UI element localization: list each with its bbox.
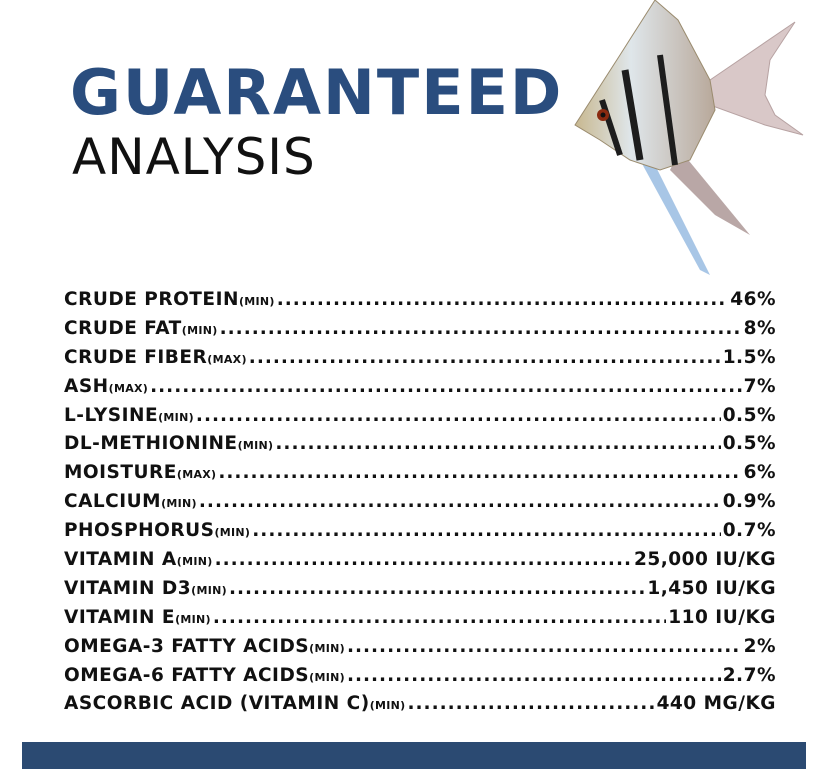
nutrient-name: CRUDE FIBER [64,346,208,368]
dot-leader [275,433,720,454]
dot-leader [199,491,721,512]
nutrient-qualifier: (MIN) [176,555,213,569]
nutrient-value: 0.5% [722,433,776,455]
analysis-row: MOISTURE(MAX) 6% [64,462,776,491]
analysis-row: L-LYSINE(MIN) 0.5% [64,405,776,434]
nutrient-value: 0.9% [722,491,776,513]
dot-leader [408,693,655,714]
title-analysis: ANALYSIS [72,128,316,186]
dot-leader [347,636,742,657]
dot-leader [150,376,741,397]
dot-leader [220,318,742,339]
analysis-row: VITAMIN E(MIN) 110 IU/KG [64,607,776,636]
dot-leader [218,462,741,483]
nutrient-name: CALCIUM [64,491,162,513]
analysis-row: ASH(MAX) 7% [64,376,776,405]
nutrient-qualifier: (MAX) [207,352,247,366]
analysis-row: VITAMIN A(MIN) 25,000 IU/KG [64,549,776,578]
footer-bar [22,742,806,769]
dot-leader [249,347,721,368]
nutrient-value: 7% [743,375,776,397]
nutrient-name: CRUDE FAT [64,317,182,339]
dot-leader [213,607,666,628]
nutrient-name: MOISTURE [64,462,177,484]
nutrient-value: 6% [743,462,776,484]
nutrient-qualifier: (MIN) [369,699,406,713]
nutrient-name: VITAMIN A [64,549,177,571]
nutrient-name: PHOSPHORUS [64,520,215,542]
nutrient-qualifier: (MIN) [191,583,227,597]
nutrient-value: 25,000 IU/KG [633,549,776,571]
title-guaranteed: GUARANTEED [70,56,564,129]
nutrient-qualifier: (MIN) [309,670,345,684]
nutrient-name: VITAMIN E [64,606,176,628]
nutrient-name: DL-METHIONINE [64,433,238,455]
analysis-list: CRUDE PROTEIN(MIN)46%CRUDE FAT(MIN)8%CRU… [64,289,776,722]
analysis-row: ASCORBIC ACID (VITAMIN C)(MIN) 440 MG/KG [64,693,776,722]
nutrient-name: OMEGA-6 FATTY ACIDS [64,664,310,686]
analysis-row: OMEGA-6 FATTY ACIDS(MIN) 2.7% [64,665,776,694]
nutrient-qualifier: (MIN) [161,497,197,511]
nutrient-name: ASCORBIC ACID (VITAMIN C) [64,693,370,715]
nutrient-value: 2.7% [722,664,776,686]
nutrient-name: L-LYSINE [64,404,159,426]
analysis-row: DL-METHIONINE(MIN) 0.5% [64,433,776,462]
nutrient-name: CRUDE PROTEIN [64,289,239,310]
dot-leader [229,578,645,599]
analysis-row: PHOSPHORUS(MIN) 0.7% [64,520,776,549]
nutrient-value: 110 IU/KG [668,606,776,628]
analysis-row: CRUDE PROTEIN(MIN) 46% [64,289,776,318]
nutrient-name: VITAMIN D3 [64,577,192,599]
nutrient-name: ASH [64,375,109,397]
nutrient-value: 440 MG/KG [656,693,776,715]
nutrient-qualifier: (MIN) [309,641,345,655]
analysis-row: CALCIUM(MIN) 0.9% [64,491,776,520]
nutrient-qualifier: (MIN) [181,323,218,337]
nutrient-value: 0.5% [722,404,776,426]
nutrient-qualifier: (MIN) [237,439,274,453]
nutrient-qualifier: (MIN) [158,410,194,424]
angelfish-image [574,0,804,275]
analysis-row: CRUDE FIBER(MAX) 1.5% [64,347,776,376]
nutrient-name: OMEGA-3 FATTY ACIDS [64,635,310,657]
analysis-row: OMEGA-3 FATTY ACIDS(MIN) 2% [64,636,776,665]
dot-leader [196,405,721,426]
nutrient-qualifier: (MAX) [108,381,149,395]
nutrient-value: 0.7% [722,520,776,542]
nutrient-value: 46% [730,289,776,310]
nutrient-qualifier: (MAX) [176,468,217,482]
dot-leader [215,549,632,570]
nutrient-qualifier: (MIN) [214,526,251,540]
nutrient-value: 1.5% [722,346,776,368]
nutrient-qualifier: (MIN) [238,295,275,308]
dot-leader [277,289,728,310]
analysis-row: CRUDE FAT(MIN) 8% [64,318,776,347]
dot-leader [347,665,721,686]
nutrient-value: 8% [743,317,776,339]
analysis-row: VITAMIN D3(MIN) 1,450 IU/KG [64,578,776,607]
nutrient-value: 1,450 IU/KG [647,577,776,599]
nutrient-qualifier: (MIN) [175,612,211,626]
nutrient-value: 2% [743,635,776,657]
dot-leader [252,520,720,541]
